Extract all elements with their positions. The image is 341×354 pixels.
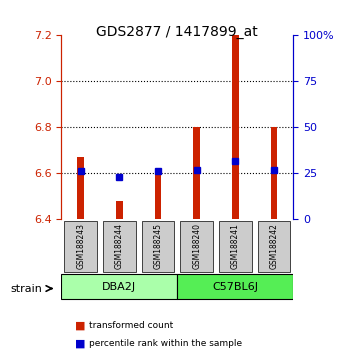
Text: ■: ■ <box>75 338 86 348</box>
Text: GSM188245: GSM188245 <box>153 223 163 269</box>
FancyBboxPatch shape <box>177 274 293 299</box>
Text: strain: strain <box>10 284 42 293</box>
FancyBboxPatch shape <box>219 221 252 272</box>
Bar <box>116 201 123 219</box>
FancyBboxPatch shape <box>257 221 291 272</box>
FancyBboxPatch shape <box>180 221 213 272</box>
Bar <box>270 127 277 219</box>
Text: DBA2J: DBA2J <box>102 282 136 292</box>
FancyBboxPatch shape <box>64 221 97 272</box>
Text: GSM188241: GSM188241 <box>231 223 240 269</box>
Text: GSM188244: GSM188244 <box>115 223 124 269</box>
FancyBboxPatch shape <box>142 221 175 272</box>
Bar <box>154 171 161 219</box>
FancyBboxPatch shape <box>61 274 177 299</box>
Bar <box>193 127 200 219</box>
Text: GSM188240: GSM188240 <box>192 223 201 269</box>
Bar <box>232 35 239 219</box>
Text: percentile rank within the sample: percentile rank within the sample <box>89 339 242 348</box>
Bar <box>77 158 84 219</box>
FancyBboxPatch shape <box>103 221 136 272</box>
Text: GSM188242: GSM188242 <box>269 223 279 269</box>
Text: GSM188243: GSM188243 <box>76 223 85 269</box>
Text: ■: ■ <box>75 321 86 331</box>
Text: C57BL6J: C57BL6J <box>212 282 258 292</box>
Text: transformed count: transformed count <box>89 321 173 330</box>
Text: GDS2877 / 1417899_at: GDS2877 / 1417899_at <box>97 25 258 39</box>
